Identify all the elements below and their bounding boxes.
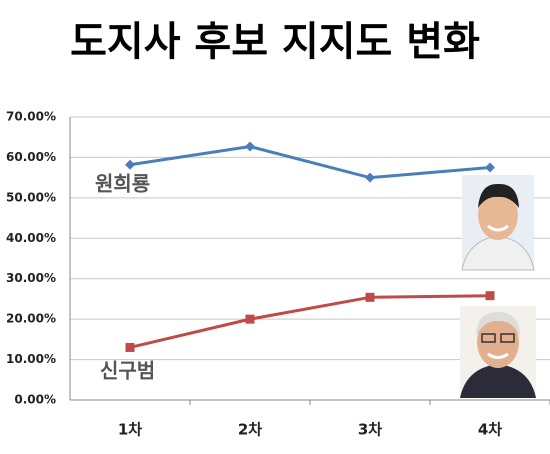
x-tick-label: 4차 (478, 421, 502, 439)
y-tick-label: 50.00% (6, 190, 56, 204)
y-tick-label: 30.00% (6, 271, 56, 285)
y-tick-label: 70.00% (6, 110, 56, 124)
marker (125, 342, 135, 352)
marker (125, 159, 135, 170)
marker (485, 162, 495, 173)
marker (485, 291, 495, 301)
series-line (129, 144, 491, 180)
marker (365, 172, 375, 183)
photo-won (461, 175, 535, 271)
x-tick-label: 3차 (358, 421, 382, 439)
y-tick-label: 10.00% (6, 352, 56, 366)
y-tick-label: 20.00% (6, 312, 56, 326)
y-tick-label: 40.00% (6, 231, 56, 245)
chart-title: 도지사 후보 지지도 변화 (70, 19, 480, 65)
x-tick-label: 2차 (238, 421, 262, 439)
x-tick-label: 1차 (118, 421, 142, 439)
marker (365, 292, 375, 302)
grid (70, 116, 550, 401)
y-tick-label: 0.00% (14, 393, 56, 407)
series-label: 원희룡 (95, 172, 150, 196)
marker (245, 314, 255, 324)
series-label: 신구범 (100, 359, 155, 383)
marker (245, 141, 255, 152)
y-tick-label: 60.00% (6, 150, 56, 164)
series-line (129, 294, 491, 349)
photo-shin (460, 306, 536, 398)
